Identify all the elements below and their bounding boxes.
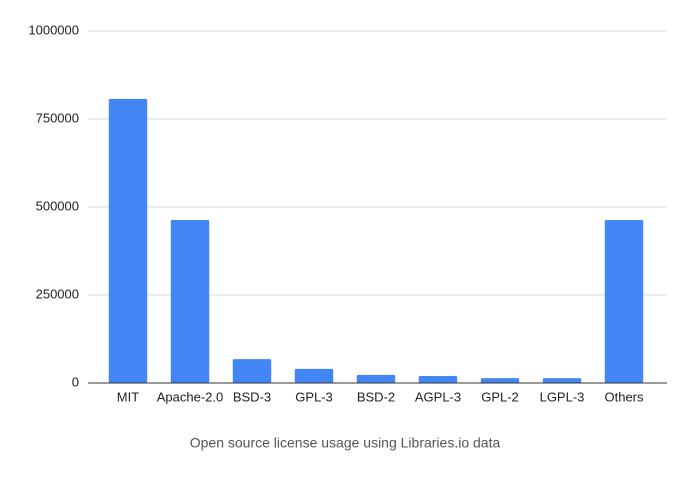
x-tick-label: GPL-3	[295, 389, 333, 404]
bar	[356, 374, 396, 383]
bar	[108, 98, 148, 383]
bar	[294, 368, 334, 383]
y-tick-label: 250000	[36, 286, 79, 301]
bar	[542, 378, 582, 383]
y-tick-label: 1000000	[28, 22, 79, 37]
bar	[232, 359, 272, 383]
x-tick-label: BSD-2	[357, 389, 395, 404]
x-tick-label: Others	[604, 389, 644, 404]
bar	[480, 378, 520, 383]
y-tick-label: 500000	[36, 198, 79, 213]
x-tick-label: GPL-2	[481, 389, 519, 404]
x-tick-label: BSD-3	[233, 389, 271, 404]
x-tick-label: Apache-2.0	[157, 389, 224, 404]
bar	[604, 220, 644, 383]
bar	[170, 220, 210, 383]
y-tick-label: 750000	[36, 110, 79, 125]
x-tick-label: MIT	[117, 389, 139, 404]
y-tick-label: 0	[72, 374, 79, 389]
chart-caption: Open source license usage using Librarie…	[190, 435, 501, 451]
bar	[418, 375, 458, 383]
x-tick-label: LGPL-3	[540, 389, 585, 404]
x-tick-label: AGPL-3	[415, 389, 461, 404]
